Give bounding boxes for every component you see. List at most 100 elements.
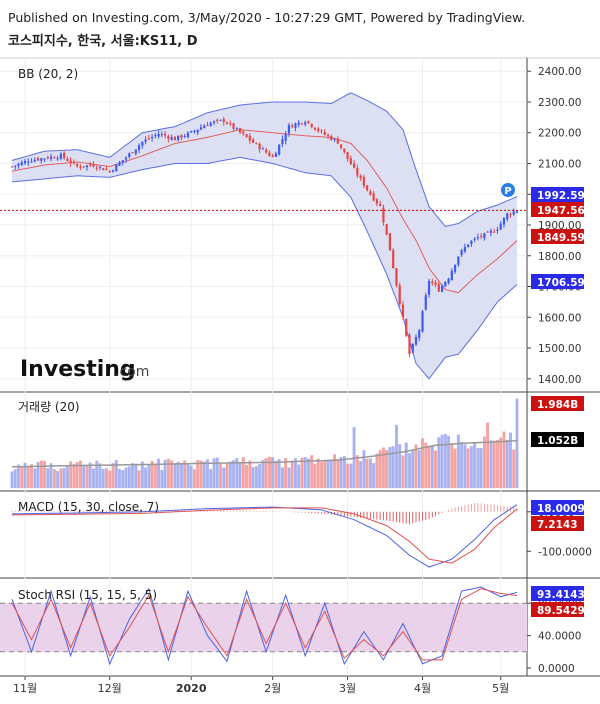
volume-bar — [95, 460, 99, 489]
volume-bar — [235, 458, 239, 489]
candle-body — [115, 164, 118, 172]
candle-body — [209, 122, 212, 126]
volume-bar — [378, 450, 382, 489]
volume-bar — [316, 458, 320, 489]
candle-body — [20, 162, 23, 166]
volume-bar — [453, 448, 457, 489]
candle-body — [330, 135, 333, 140]
volume-bar — [443, 433, 447, 489]
volume-bar — [248, 460, 252, 489]
candle-body — [206, 125, 209, 127]
volume-bar — [329, 459, 333, 489]
candle-body — [320, 130, 323, 132]
volume-bar — [49, 463, 53, 489]
volume-bar — [391, 446, 395, 489]
signal-badge: 7.2143 — [537, 519, 578, 531]
volume-bar — [333, 454, 336, 489]
volume-bar — [56, 471, 60, 489]
candle-body — [196, 129, 199, 133]
x-tick-label: 4월 — [414, 682, 431, 695]
candle-body — [79, 166, 82, 168]
candle-body — [17, 163, 20, 166]
volume-bar — [355, 455, 359, 489]
volume-ma-badge: 1.052B — [537, 435, 578, 447]
candle-body — [339, 144, 343, 148]
bollinger-basis-line — [11, 129, 518, 294]
bollinger-band-fill — [12, 92, 517, 379]
candle-body — [128, 153, 131, 158]
volume-bar — [496, 439, 499, 489]
volume-bar — [202, 461, 206, 489]
candle-body — [183, 136, 186, 138]
volume-bar — [166, 458, 170, 489]
stoch-d-badge: 89.5429 — [537, 605, 585, 617]
x-tick-label: 3월 — [339, 682, 356, 695]
candle-body — [385, 223, 388, 235]
candle-body — [323, 131, 326, 135]
candle-body — [359, 175, 362, 178]
volume-bar — [137, 470, 141, 489]
candle-body — [434, 282, 437, 286]
volume-bar — [140, 461, 144, 489]
volume-bar — [179, 464, 183, 489]
candle-body — [33, 159, 36, 162]
candle-body — [14, 165, 17, 167]
volume-bar — [238, 462, 242, 489]
candle-body — [408, 335, 411, 355]
candle-body — [499, 223, 502, 230]
volume-bar — [105, 467, 108, 489]
volume-badge-bg — [531, 396, 584, 411]
candle-body — [395, 268, 398, 286]
volume-badge: 1.984B — [537, 399, 578, 411]
volume-bar — [342, 456, 346, 489]
volume-bar — [144, 467, 148, 489]
volume-bar — [118, 469, 121, 489]
candle-body — [467, 244, 470, 248]
candle-body — [203, 125, 206, 129]
volume-bar — [36, 462, 40, 489]
candle-body — [69, 160, 72, 164]
volume-bar — [173, 464, 177, 489]
volume-bar — [147, 465, 151, 489]
investing-logo: Investing — [20, 357, 136, 382]
volume-bar — [209, 468, 213, 489]
price-tick-label: 2200.00 — [538, 128, 581, 140]
candle-body — [346, 151, 349, 159]
volume-bar — [307, 458, 310, 489]
volume-bar — [515, 398, 519, 489]
candle-body — [222, 119, 225, 123]
volume-bar — [75, 461, 79, 489]
volume-bar — [108, 470, 112, 489]
volume-bar — [486, 422, 490, 489]
candle-body — [199, 127, 203, 130]
volume-bar — [287, 467, 291, 489]
volume-bar — [69, 461, 73, 489]
upper-band-badge: 1992.59 — [537, 190, 585, 202]
volume-bar — [30, 464, 33, 489]
volume-bar — [261, 460, 265, 489]
candle-body — [405, 318, 408, 336]
volume-bar — [479, 448, 483, 489]
stoch-tick-label: 0.0000 — [538, 663, 575, 675]
candle-body — [23, 160, 27, 164]
price-panel-label: BB (20, 2) — [18, 67, 78, 81]
volume-bar — [85, 465, 89, 489]
stoch-d-line — [11, 588, 518, 661]
candle-body — [515, 211, 519, 213]
volume-bar — [492, 440, 496, 489]
volume-bar — [199, 460, 203, 489]
volume-bar — [277, 459, 281, 489]
volume-bar — [222, 467, 226, 489]
macd-badge: 18.0009 — [537, 503, 585, 515]
candle-body — [453, 264, 457, 272]
candle-body — [414, 337, 418, 345]
candle-body — [379, 203, 382, 206]
candle-body — [225, 122, 229, 124]
volume-bar — [408, 453, 411, 489]
volume-bar — [313, 463, 317, 489]
candle-body — [43, 158, 46, 160]
volume-bar — [72, 464, 76, 489]
volume-bar — [153, 463, 157, 489]
candle-body — [489, 230, 493, 233]
candle-body — [483, 233, 486, 239]
